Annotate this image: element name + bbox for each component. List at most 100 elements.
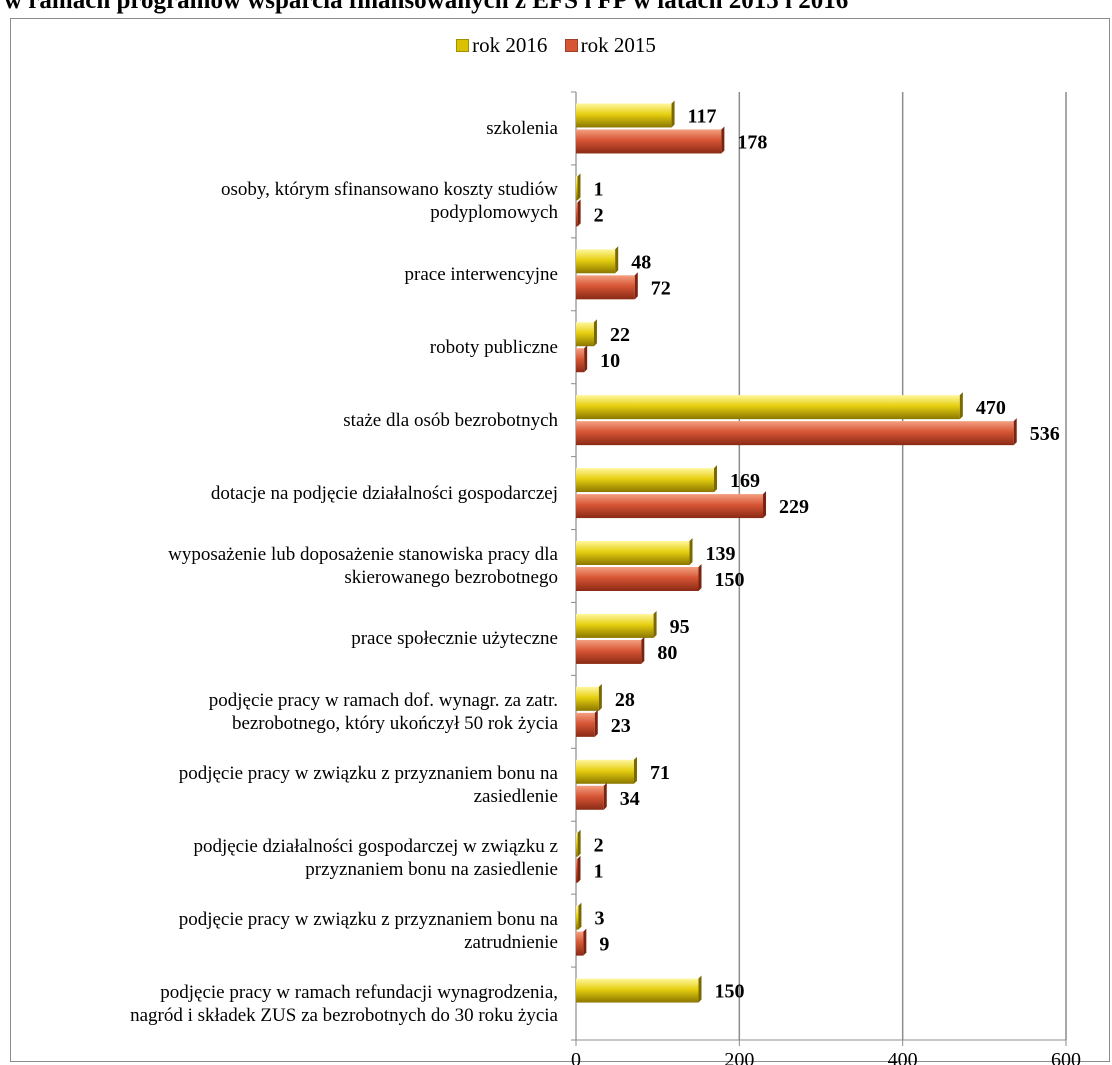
category-label: prace interwencyjne — [8, 263, 559, 286]
category-label-line: przyznaniem bonu na zasiedlenie — [305, 858, 558, 880]
bar-end-face — [577, 199, 581, 227]
data-label: 150 — [715, 569, 745, 591]
bar-rok-2016 — [576, 176, 578, 201]
category-label: staże dla osób bezrobotnych — [8, 409, 558, 432]
legend-swatch-2015 — [564, 39, 578, 52]
bar-end-face — [577, 173, 581, 201]
bar-rok-2015 — [576, 494, 764, 519]
data-label: 1 — [594, 178, 604, 200]
bar-end-face — [633, 756, 637, 784]
bar-rok-2015 — [576, 639, 642, 664]
bar-rok-2016 — [576, 978, 699, 1003]
category-label-line: podjęcie pracy w ramach refundacji wynag… — [160, 981, 558, 1003]
category-label: szkolenia — [8, 117, 558, 140]
bar-end-face — [1013, 418, 1017, 446]
data-label: 139 — [706, 543, 736, 565]
x-tick-label: 200 — [724, 1049, 754, 1065]
category-label-line: wyposażenie lub doposażenie stanowiska p… — [168, 544, 558, 565]
category-label-line: zasiedlenie — [473, 785, 558, 807]
category-label-line: podjęcie pracy w związku z przyznaniem b… — [178, 908, 558, 930]
data-label: 22 — [610, 324, 630, 346]
bar-rok-2016 — [576, 103, 672, 128]
bar-end-face — [578, 902, 582, 930]
bar-rok-2016 — [576, 686, 599, 711]
data-label: 80 — [657, 642, 677, 664]
data-label: 23 — [611, 715, 631, 737]
bar-rok-2016 — [576, 905, 579, 930]
data-label: 2 — [594, 835, 604, 857]
bar-rok-2016 — [576, 759, 634, 784]
bar-rok-2016 — [576, 395, 960, 420]
data-label: 117 — [688, 105, 717, 127]
category-label: podjęcie pracy w związku z przyznaniem b… — [8, 762, 558, 808]
bar-rok-2015 — [576, 931, 584, 956]
bar-end-face — [584, 345, 588, 373]
category-label-line: zatrudnienie — [464, 931, 558, 953]
data-label: 169 — [730, 470, 760, 492]
category-label: podjęcie działalności gospodarczej w zwi… — [8, 835, 558, 881]
category-label-line: podjęcie pracy w ramach dof. wynagr. za … — [208, 689, 558, 711]
x-tick-label: 0 — [571, 1049, 581, 1065]
x-tick-label: 400 — [888, 1049, 918, 1065]
bar-end-face — [577, 829, 581, 857]
legend: rok 2016 rok 2015 — [0, 32, 1112, 58]
data-label: 28 — [615, 689, 635, 711]
bar-end-face — [641, 636, 645, 664]
data-label: 536 — [1030, 423, 1060, 445]
data-label: 1 — [594, 861, 604, 883]
data-label: 229 — [779, 496, 809, 518]
bar-end-face — [698, 564, 702, 591]
bar-end-face — [583, 928, 587, 956]
category-label-line: skierowanego bezrobotnego — [344, 567, 558, 588]
data-label: 3 — [594, 908, 604, 930]
bar-rok-2016 — [576, 322, 594, 347]
category-label-line: roboty publiczne — [429, 336, 558, 358]
bar-end-face — [577, 855, 581, 883]
bar-end-face — [671, 100, 675, 128]
bar-end-face — [959, 392, 963, 420]
bar-end-face — [594, 709, 598, 737]
data-label: 9 — [599, 934, 609, 956]
bar-end-face — [615, 246, 619, 274]
bar-rok-2015 — [576, 785, 604, 810]
legend-swatch-2016 — [456, 39, 470, 52]
category-label: roboty publiczne — [8, 336, 558, 359]
data-label: 470 — [976, 397, 1006, 419]
category-label-line: prace społecznie użyteczne — [351, 628, 558, 650]
bar-rok-2015 — [576, 567, 699, 591]
category-label-line: nagród i składek ZUS za bezrobotnych do … — [130, 1004, 558, 1026]
data-label: 95 — [670, 616, 690, 638]
x-tick-label: 600 — [1051, 1049, 1081, 1065]
category-label-line: prace interwencyjne — [404, 263, 559, 285]
bar-rok-2016 — [576, 249, 616, 274]
bar-rok-2015 — [576, 129, 722, 154]
chart-title: w ramach programów wsparcia finansowanyc… — [4, 0, 849, 14]
category-label: prace społecznie użyteczne — [8, 627, 558, 650]
bar-end-face — [763, 491, 767, 519]
bar-end-face — [698, 975, 702, 1003]
bar-rok-2016 — [576, 468, 715, 493]
category-label-line: podjęcie pracy w związku z przyznaniem b… — [178, 762, 558, 784]
legend-entry-2016: rok 2016 — [456, 32, 547, 58]
bar-rok-2015 — [576, 858, 578, 883]
bar-end-face — [689, 538, 693, 565]
category-label-line: podyplomowych — [430, 202, 558, 224]
bar-rok-2015 — [576, 421, 1014, 446]
category-label: wyposażenie lub doposażenie stanowiska p… — [8, 543, 558, 589]
category-label: osoby, którym sfinansowano koszty studió… — [8, 178, 558, 224]
category-label-line: szkolenia — [486, 117, 558, 139]
bar-end-face — [653, 610, 657, 638]
bar-end-face — [634, 272, 638, 300]
bar-rok-2015 — [576, 348, 585, 373]
category-label: podjęcie pracy w związku z przyznaniem b… — [8, 908, 558, 954]
bar-end-face — [714, 465, 718, 493]
bar-rok-2016 — [576, 832, 578, 857]
category-label: dotacje na podjęcie działalności gospoda… — [8, 482, 558, 505]
bar-end-face — [603, 782, 607, 810]
category-label-line: osoby, którym sfinansowano koszty studió… — [220, 179, 558, 201]
data-label: 10 — [600, 350, 620, 372]
bar-rok-2015 — [576, 275, 635, 300]
legend-label-2016: rok 2016 — [472, 33, 548, 57]
bar-rok-2016 — [576, 613, 654, 638]
category-label: podjęcie pracy w ramach refundacji wynag… — [8, 981, 558, 1027]
